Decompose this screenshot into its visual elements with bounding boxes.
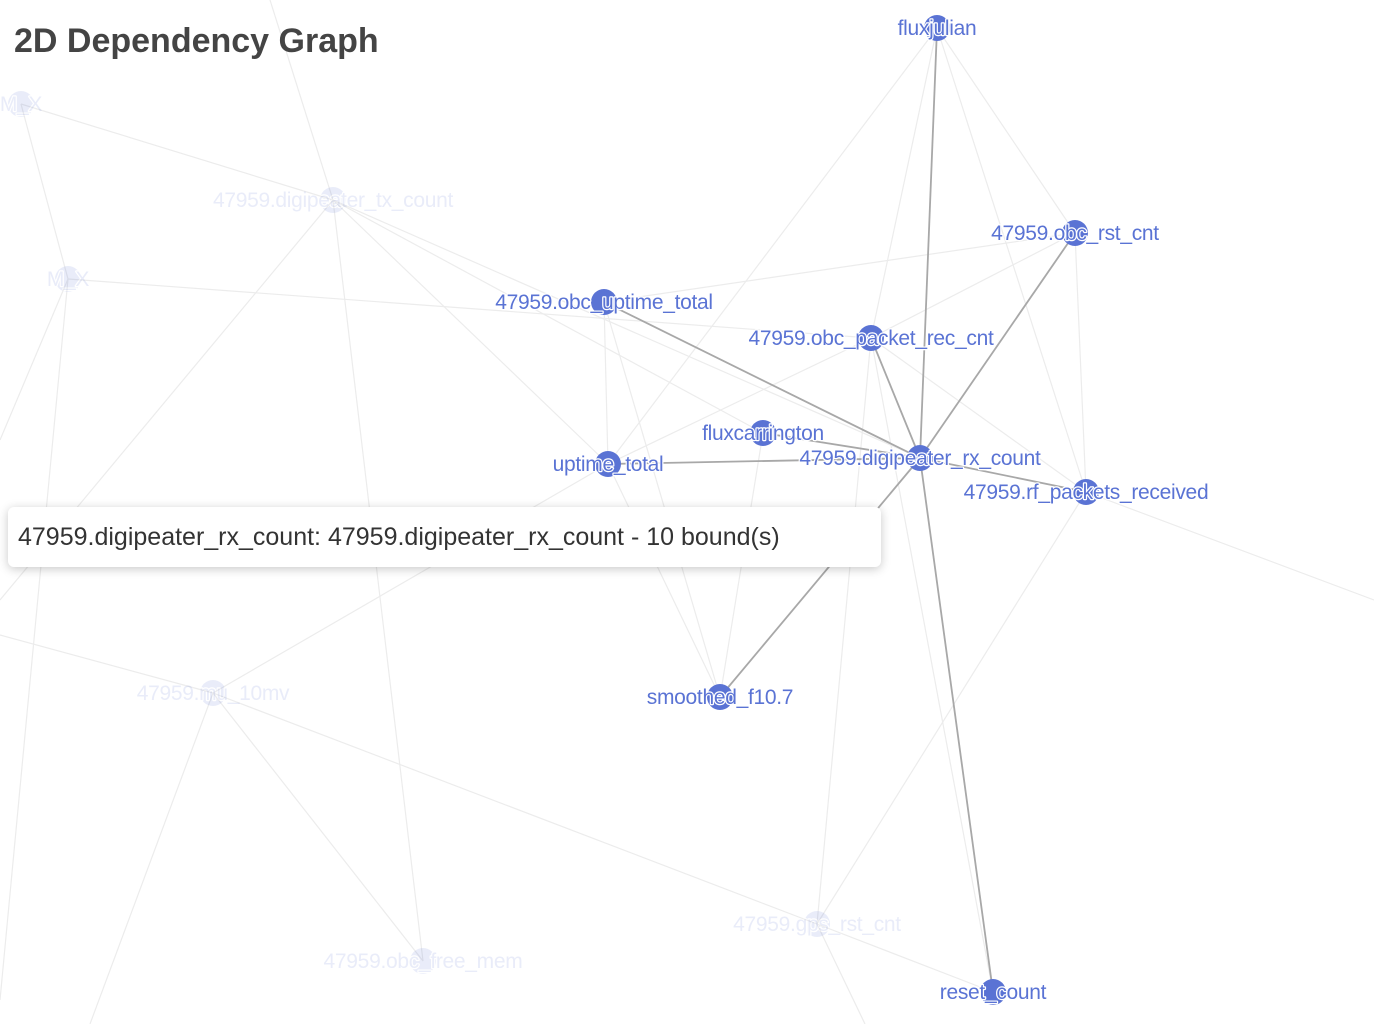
graph-edge-active <box>762 432 921 459</box>
graph-edge-dim <box>870 337 994 993</box>
graph-edge-dim <box>212 692 424 962</box>
graph-edge-active <box>919 457 1087 493</box>
node-label: fluxcarrington <box>702 422 824 445</box>
node-label: smoothed_f10.7 <box>647 686 793 709</box>
graph-edge-dim <box>603 232 1076 303</box>
graph-edge-dim <box>816 491 1087 925</box>
graph-edge-active <box>919 457 994 993</box>
node-label: 47959.obc_uptime_total <box>495 291 713 314</box>
graph-edge-dim <box>816 923 994 993</box>
graph-edge-dim <box>870 232 1076 339</box>
graph-edge-dim <box>870 337 1087 493</box>
graph-edge-dim <box>0 634 214 694</box>
node-circle[interactable] <box>591 289 617 315</box>
graph-node-fluxjulian[interactable]: fluxjulian <box>896 15 978 41</box>
graph-edge-active <box>919 232 1076 459</box>
graph-node-smoothed-f10-7[interactable]: smoothed_f10.7 <box>646 684 795 710</box>
graph-edge-dim <box>607 27 938 465</box>
node-circle[interactable] <box>804 911 830 937</box>
graph-edge-dim <box>936 27 1087 493</box>
graph-node-m-x-mid[interactable]: M_X <box>46 266 91 292</box>
graph-edge-dim <box>20 103 334 201</box>
graph-edge-active <box>919 27 938 459</box>
graph-edge-dim <box>0 278 69 1001</box>
node-label: M_X <box>47 268 90 291</box>
graph-edge-dim <box>607 337 872 465</box>
graph-edge-dim <box>212 692 818 925</box>
nodes-layer: M_X M_X 47959.digipeater_tx_count 47959.mu_… <box>0 15 1210 1005</box>
graph-edge-dim <box>67 278 872 339</box>
graph-node-m-x-top[interactable]: M_X <box>0 91 44 117</box>
node-circle[interactable] <box>707 684 733 710</box>
graph-node-obc-rst-cnt[interactable]: 47959.obc_rst_cnt <box>990 220 1161 246</box>
graph-edge-dim <box>1074 232 1087 493</box>
graph-edge-active <box>719 457 921 698</box>
graph-edge-dim <box>936 27 1076 234</box>
graph-edge-active <box>603 301 921 459</box>
graph-edge-dim <box>212 463 609 694</box>
node-label: 47959.gps_rst_cnt <box>733 913 901 936</box>
graph-edge-dim <box>816 923 866 1024</box>
graph-edge-dim <box>870 27 938 339</box>
graph-edge-dim <box>332 199 609 465</box>
tooltip-text: 47959.digipeater_rx_count: 47959.digipea… <box>18 522 780 551</box>
node-circle[interactable] <box>750 420 776 446</box>
node-circle[interactable] <box>907 445 933 471</box>
graph-edge-active <box>870 337 921 459</box>
graph-node-rf-packets-received[interactable]: 47959.rf_packets_received <box>962 479 1210 505</box>
graph-node-obc-uptime-total[interactable]: 47959.obc_uptime_total <box>494 289 714 315</box>
graph-edge-dim <box>0 278 69 441</box>
graph-node-digipeater-tx-count[interactable]: 47959.digipeater_tx_count <box>212 187 455 213</box>
node-circle[interactable] <box>858 325 884 351</box>
graph-edge-dim <box>332 199 424 962</box>
graph-node-fluxcarrington[interactable]: fluxcarrington <box>701 420 825 446</box>
graph-edge-dim <box>607 463 721 698</box>
graph-edge-dim <box>269 0 334 201</box>
node-circle[interactable] <box>320 187 346 213</box>
node-label: uptime_total <box>553 453 664 476</box>
node-label: 47959.obc_rst_cnt <box>991 222 1159 245</box>
graph-node-obc-packet-rec-cnt[interactable]: 47959.obc_packet_rec_cnt <box>747 325 995 351</box>
node-label: M_X <box>0 93 42 116</box>
node-label: 47959.digipeater_tx_count <box>213 189 453 212</box>
node-label: fluxjulian <box>898 17 977 40</box>
graph-edge-active <box>607 457 921 465</box>
node-circle[interactable] <box>8 91 34 117</box>
node-tooltip: 47959.digipeater_rx_count: 47959.digipea… <box>8 507 881 567</box>
node-label: 47959.obc_packet_rec_cnt <box>749 327 994 350</box>
node-circle[interactable] <box>980 979 1006 1005</box>
graph-edge-dim <box>1085 491 1374 601</box>
graph-node-reset-count[interactable]: reset_count <box>939 979 1048 1005</box>
graph-edge-dim <box>816 337 872 925</box>
node-circle[interactable] <box>1062 220 1088 246</box>
graph-edge-dim <box>603 301 721 698</box>
graph-edge-dim <box>603 301 609 465</box>
graph-node-digipeater-rx-count[interactable]: 47959.digipeater_rx_count <box>798 445 1043 471</box>
graph-edge-dim <box>332 199 764 434</box>
node-circle[interactable] <box>924 15 950 41</box>
node-circle[interactable] <box>410 948 436 974</box>
node-label: 47959.obc_free_mem <box>324 950 523 973</box>
node-label: 47959.rf_packets_received <box>964 481 1209 504</box>
page-title: 2D Dependency Graph <box>14 22 379 60</box>
graph-node-uptime-total[interactable]: uptime_total <box>551 451 665 477</box>
graph-node-mu-10mv[interactable]: 47959.mu_10mv <box>136 680 292 706</box>
node-circle[interactable] <box>1073 479 1099 505</box>
node-label: reset_count <box>940 981 1047 1004</box>
node-circle[interactable] <box>595 451 621 477</box>
node-circle[interactable] <box>55 266 81 292</box>
node-label: 47959.mu_10mv <box>137 682 290 705</box>
graph-node-obc-free-mem[interactable]: 47959.obc_free_mem <box>322 948 524 974</box>
node-circle[interactable] <box>200 680 226 706</box>
graph-edge-dim <box>332 199 921 459</box>
graph-node-gps-rst-cnt[interactable]: 47959.gps_rst_cnt <box>732 911 903 937</box>
graph-edge-dim <box>20 103 69 280</box>
graph-edge-dim <box>89 692 214 1024</box>
node-label: 47959.digipeater_rx_count <box>799 447 1041 470</box>
